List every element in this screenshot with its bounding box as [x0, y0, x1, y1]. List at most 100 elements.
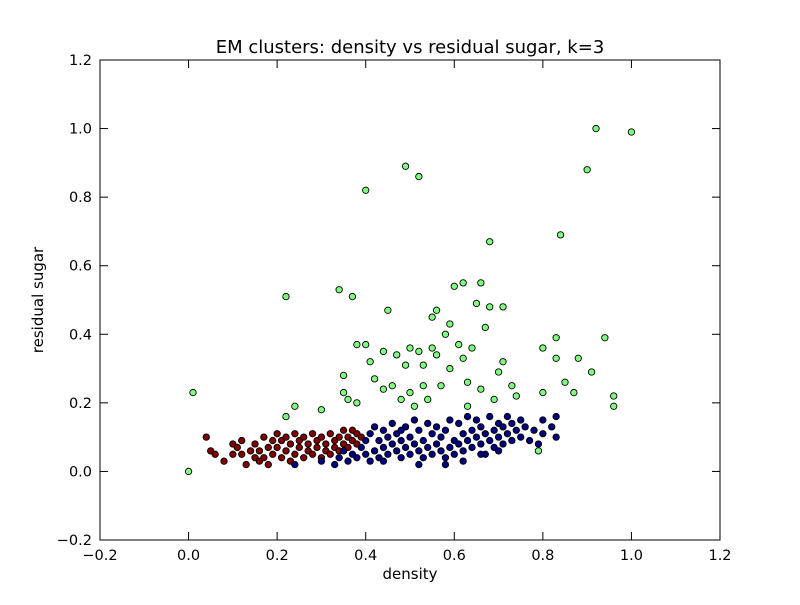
data-point — [503, 430, 512, 438]
data-point — [291, 460, 299, 469]
data-point — [463, 402, 472, 410]
data-point — [441, 454, 450, 462]
data-point — [437, 447, 445, 455]
data-point — [388, 419, 396, 428]
x-tick-label: 0.0 — [177, 548, 200, 564]
data-point — [459, 430, 467, 438]
data-point — [269, 450, 277, 458]
y-axis-label: residual sugar — [29, 246, 47, 353]
data-point — [246, 447, 255, 455]
data-point — [308, 450, 317, 458]
data-point — [406, 388, 414, 397]
data-point — [459, 279, 467, 287]
y-tick-label: 0.6 — [69, 259, 92, 275]
data-point — [450, 450, 458, 458]
data-point — [446, 443, 454, 452]
data-point — [255, 447, 264, 455]
data-point — [410, 440, 419, 448]
x-tick-label: −0.2 — [82, 548, 117, 564]
data-point — [273, 443, 281, 452]
data-point — [517, 416, 525, 424]
data-point — [508, 436, 516, 445]
x-tick-label: 0.6 — [443, 548, 466, 564]
data-point — [494, 447, 503, 455]
data-point — [353, 399, 361, 407]
data-point — [450, 282, 458, 290]
data-point — [295, 443, 303, 452]
data-point — [238, 450, 246, 458]
data-point — [419, 454, 427, 462]
data-point — [419, 361, 427, 369]
y-tick-label: 0.2 — [69, 396, 92, 412]
data-point — [472, 433, 481, 441]
data-point — [441, 460, 450, 469]
data-point — [326, 450, 334, 458]
data-point — [339, 388, 348, 397]
data-point — [375, 436, 383, 445]
data-point — [610, 402, 618, 410]
data-point — [552, 412, 560, 421]
data-point — [481, 323, 489, 332]
data-point — [282, 292, 290, 301]
data-point — [494, 368, 503, 376]
data-point — [512, 426, 520, 434]
data-point — [401, 361, 410, 369]
data-point — [313, 443, 321, 452]
data-point — [428, 344, 436, 352]
data-point — [331, 460, 339, 469]
data-point — [304, 440, 312, 448]
data-point — [326, 430, 334, 438]
data-point — [459, 457, 467, 465]
data-point — [468, 426, 476, 434]
data-point — [401, 162, 410, 170]
data-point — [552, 334, 560, 342]
data-points — [184, 124, 636, 476]
data-point — [366, 358, 374, 366]
chart-title: EM clusters: density vs residual sugar, … — [216, 37, 605, 58]
data-point — [322, 440, 330, 448]
data-point — [238, 436, 246, 445]
data-point — [441, 330, 450, 338]
data-point — [264, 460, 272, 469]
data-point — [477, 385, 485, 393]
data-point — [282, 412, 290, 421]
data-point — [468, 443, 476, 452]
data-point — [446, 416, 454, 424]
cluster-2-points — [184, 124, 636, 476]
data-point — [251, 440, 259, 448]
data-point — [379, 347, 388, 356]
data-point — [317, 457, 326, 465]
data-point — [397, 426, 405, 434]
data-point — [472, 299, 481, 308]
data-point — [437, 382, 445, 390]
data-point — [455, 340, 463, 349]
data-point — [494, 433, 503, 441]
data-point — [229, 450, 237, 458]
data-point — [362, 186, 370, 194]
data-point — [583, 166, 591, 174]
data-point — [401, 443, 410, 452]
data-point — [512, 392, 520, 400]
data-point — [539, 416, 547, 424]
data-point — [490, 395, 498, 404]
data-point — [587, 368, 596, 376]
x-tick-label: 0.8 — [531, 548, 554, 564]
data-point — [463, 378, 472, 386]
data-point — [508, 419, 516, 428]
data-point — [508, 382, 516, 390]
data-point — [486, 238, 494, 246]
data-point — [415, 347, 423, 356]
data-point — [370, 447, 379, 455]
data-point — [370, 423, 379, 431]
data-point — [233, 443, 241, 452]
data-point — [384, 433, 392, 441]
data-point — [468, 344, 476, 352]
data-point — [291, 430, 299, 438]
data-point — [521, 423, 529, 431]
data-point — [339, 371, 348, 380]
data-point — [379, 385, 388, 393]
x-tick-label: 0.2 — [266, 548, 289, 564]
data-point — [291, 402, 299, 410]
